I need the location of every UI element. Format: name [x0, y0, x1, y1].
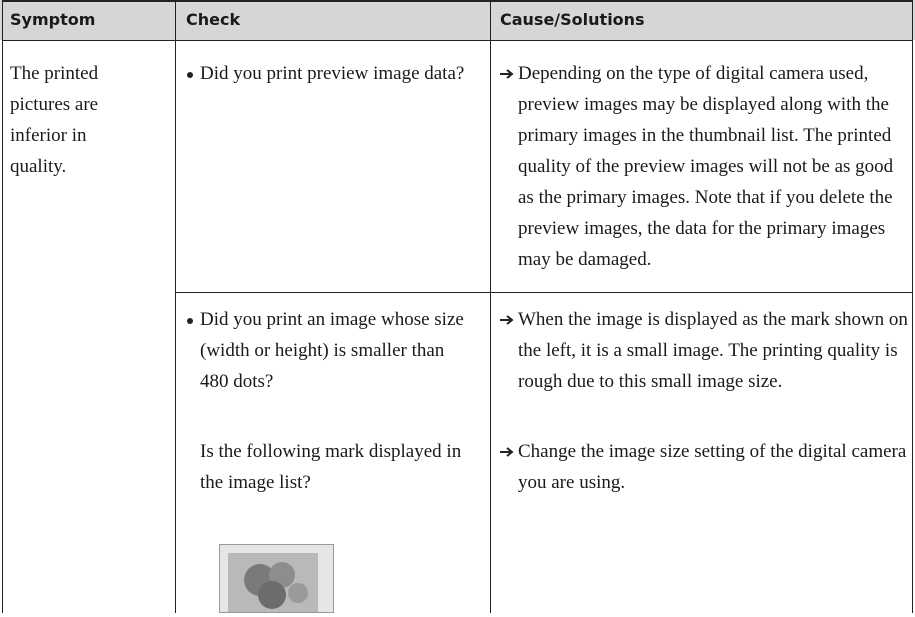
border: [2, 0, 3, 613]
arrow: [500, 69, 514, 79]
bullet: [187, 318, 193, 324]
bullet: [187, 72, 193, 78]
border: [2, 40, 913, 41]
solution: Change the image size setting of the dig…: [518, 441, 907, 493]
symptom: The printed pictures are inferior in qua…: [10, 63, 99, 177]
border: [175, 292, 913, 293]
check: Did you print preview image data?: [200, 63, 465, 84]
solution: Depending on the type of digital camera …: [518, 63, 894, 270]
thumbnail-image: [228, 553, 318, 612]
check: Did you print an image whose size (width…: [200, 309, 464, 392]
border: [175, 0, 176, 613]
border: [490, 0, 491, 613]
thumbnail-icon: [219, 544, 334, 613]
header-cell: Cause/Solutions: [500, 10, 645, 29]
border: [2, 0, 913, 2]
header-cell: Check: [186, 10, 241, 29]
check: Is the following mark displayed in the i…: [200, 441, 462, 493]
arrow: [500, 315, 514, 325]
header-row: [0, 0, 915, 40]
solution: When the image is displayed as the mark …: [518, 309, 908, 392]
header-cell: Symptom: [10, 10, 96, 29]
border: [912, 0, 913, 613]
arrow: [500, 447, 514, 457]
